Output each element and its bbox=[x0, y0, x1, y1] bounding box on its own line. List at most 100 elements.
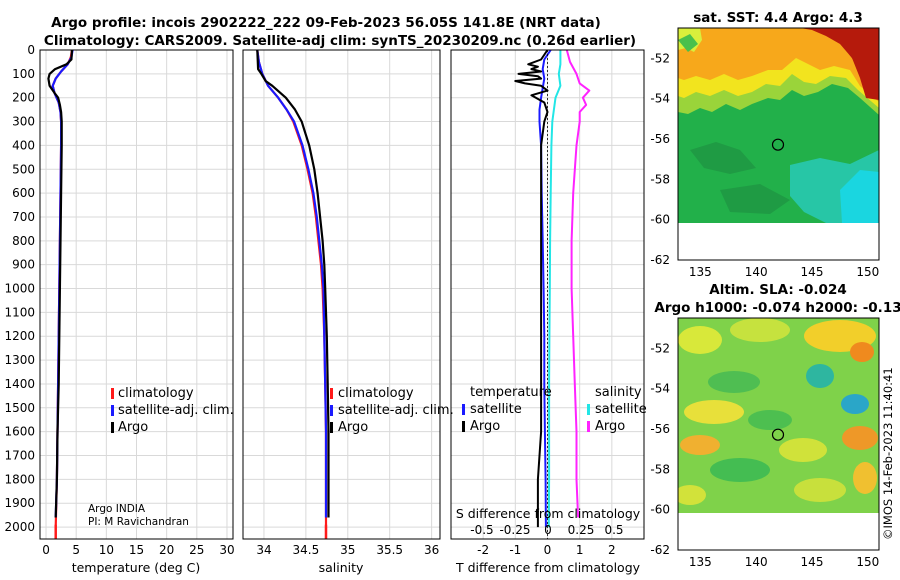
lat-tick-label: -56 bbox=[650, 132, 670, 146]
lon-tick-label: 150 bbox=[856, 265, 879, 279]
depth-tick-label: 1200 bbox=[4, 329, 35, 343]
sla-map-title: Altim. SLA: -0.024 bbox=[709, 282, 846, 298]
sla-map-panel: Altim. SLA: -0.024 Argo h1000: -0.074 h2… bbox=[650, 282, 900, 569]
depth-tick-label: 1400 bbox=[4, 377, 35, 391]
salinity-series bbox=[256, 50, 330, 539]
x-tick-label: 34 bbox=[256, 543, 271, 557]
depth-tick-labels: 0 100 200 300 400 500 600 700 800 900 1000 1100 1200… bbox=[4, 43, 35, 534]
sla-argo-position-marker bbox=[771, 428, 785, 441]
depth-tick-label: 300 bbox=[12, 115, 35, 129]
legend-label-argo: Argo bbox=[338, 420, 368, 435]
s-diff-tick-label: 0.25 bbox=[568, 523, 595, 537]
temperature-x-tick-labels: 0 5 10 15 20 25 30 bbox=[42, 543, 234, 557]
difference-series bbox=[514, 50, 591, 539]
figure-title-line2: Climatology: CARS2009. Satellite-adj cli… bbox=[44, 33, 636, 49]
depth-tick-label: 100 bbox=[12, 67, 35, 81]
x-tick-label: 35 bbox=[340, 543, 355, 557]
series-line-satellite-adj-clim- bbox=[256, 50, 328, 518]
x-tick-label: 35.5 bbox=[376, 543, 403, 557]
t-difference-label: T difference from climatology bbox=[455, 560, 641, 575]
lat-tick-label: -52 bbox=[650, 341, 670, 355]
sst-map-frame bbox=[677, 27, 880, 261]
series-line-climatology bbox=[256, 50, 328, 539]
legend-swatch-satellite bbox=[330, 405, 333, 416]
x-tick-label: 25 bbox=[189, 543, 204, 557]
sst-lat-tick-labels: -52 -54 -56 -58 -60 -62 bbox=[650, 51, 670, 267]
x-tick-label: 0 bbox=[42, 543, 50, 557]
legend-label-satellite: satellite-adj. clim. bbox=[118, 403, 234, 418]
lon-tick-label: 135 bbox=[689, 555, 712, 569]
lon-tick-label: 135 bbox=[689, 265, 712, 279]
depth-tick-label: 0 bbox=[27, 43, 35, 57]
salinity-x-label: salinity bbox=[319, 560, 364, 575]
legend-swatch-s-argo bbox=[587, 421, 590, 432]
lat-tick-label: -54 bbox=[650, 382, 670, 396]
lon-tick-label: 140 bbox=[745, 265, 768, 279]
x-tick-label: -1 bbox=[509, 543, 521, 557]
s-diff-tick-label: 0.5 bbox=[604, 523, 623, 537]
legend-label-t-satellite: satellite bbox=[470, 402, 522, 417]
lon-tick-label: 140 bbox=[745, 555, 768, 569]
lat-tick-label: -62 bbox=[650, 253, 670, 267]
x-tick-label: -2 bbox=[477, 543, 489, 557]
depth-tick-label: 400 bbox=[12, 138, 35, 152]
legend-swatch-argo bbox=[330, 422, 333, 433]
legend-swatch-climatology bbox=[330, 388, 333, 399]
x-tick-label: 30 bbox=[219, 543, 234, 557]
lon-tick-label: 145 bbox=[801, 265, 824, 279]
lat-tick-label: -60 bbox=[650, 503, 670, 517]
temperature-axes-frame bbox=[39, 49, 234, 540]
temperature-panel: 0100200300400500600700800900100011001200… bbox=[4, 43, 234, 575]
legend-swatch-climatology bbox=[111, 388, 114, 399]
argo-pi-label: PI: M Ravichandran bbox=[88, 516, 189, 528]
depth-tick-label: 1500 bbox=[4, 401, 35, 415]
legend-label-climatology: climatology bbox=[338, 386, 414, 401]
legend-title-temperature: temperature bbox=[470, 385, 552, 400]
s-diff-tick-label: -0.25 bbox=[499, 523, 530, 537]
difference-panel: -2 -1 0 1 2 -0.5 -0.25 0 0.25 0.5 S difference f… bbox=[450, 49, 647, 575]
depth-tick-label: 500 bbox=[12, 162, 35, 176]
legend-label-argo: Argo bbox=[118, 420, 148, 435]
series-line-salinity-satellite bbox=[547, 50, 562, 528]
t-difference-tick-labels: -2 -1 0 1 2 bbox=[477, 543, 615, 557]
lon-tick-label: 145 bbox=[801, 555, 824, 569]
sst-heatmap bbox=[678, 28, 879, 260]
lat-tick-label: -52 bbox=[650, 51, 670, 65]
sla-map-frame bbox=[677, 317, 880, 551]
depth-tick-label: 2000 bbox=[4, 520, 35, 534]
legend-title-salinity: salinity bbox=[595, 385, 642, 400]
legend-swatch-s-satellite bbox=[587, 404, 590, 415]
series-line-salinity-argo bbox=[565, 50, 591, 518]
sla-map-subtitle: Argo h1000: -0.074 h2000: -0.13 bbox=[654, 300, 900, 316]
temperature-x-label: temperature (deg C) bbox=[72, 560, 201, 575]
legend-label-s-argo: Argo bbox=[595, 419, 625, 434]
sst-map-panel: sat. SST: 4.4 Argo: 4.3 135 140 145 150 -52… bbox=[650, 10, 880, 279]
salinity-grid bbox=[243, 49, 440, 539]
legend-swatch-t-argo bbox=[462, 421, 465, 432]
lat-tick-label: -56 bbox=[650, 422, 670, 436]
sla-lat-tick-labels: -52 -54 -56 -58 -60 -62 bbox=[650, 341, 670, 557]
temperature-grid bbox=[40, 49, 233, 539]
depth-tick-label: 1600 bbox=[4, 425, 35, 439]
lat-tick-label: -58 bbox=[650, 462, 670, 476]
x-tick-label: 1 bbox=[576, 543, 584, 557]
x-tick-label: 5 bbox=[72, 543, 80, 557]
depth-tick-label: 1900 bbox=[4, 496, 35, 510]
series-line-argo bbox=[256, 50, 330, 518]
legend-swatch-t-satellite bbox=[462, 404, 465, 415]
legend-label-satellite: satellite-adj. clim. bbox=[338, 403, 454, 418]
depth-tick-label: 800 bbox=[12, 234, 35, 248]
s-difference-label: S difference from climatology bbox=[456, 506, 641, 521]
sla-lon-tick-labels: 135 140 145 150 bbox=[689, 555, 879, 569]
figure-title-line1: Argo profile: incois 2902222_222 09-Feb-… bbox=[51, 15, 601, 31]
lon-tick-label: 150 bbox=[856, 555, 879, 569]
sst-lon-tick-labels: 135 140 145 150 bbox=[689, 265, 879, 279]
depth-tick-label: 1700 bbox=[4, 449, 35, 463]
sla-heatmap bbox=[678, 318, 879, 550]
depth-tick-label: 900 bbox=[12, 258, 35, 272]
depth-tick-label: 600 bbox=[12, 186, 35, 200]
lat-tick-label: -62 bbox=[650, 543, 670, 557]
x-tick-label: 15 bbox=[129, 543, 144, 557]
series-line-temperature-argo bbox=[514, 50, 549, 528]
x-tick-label: 36 bbox=[424, 543, 439, 557]
